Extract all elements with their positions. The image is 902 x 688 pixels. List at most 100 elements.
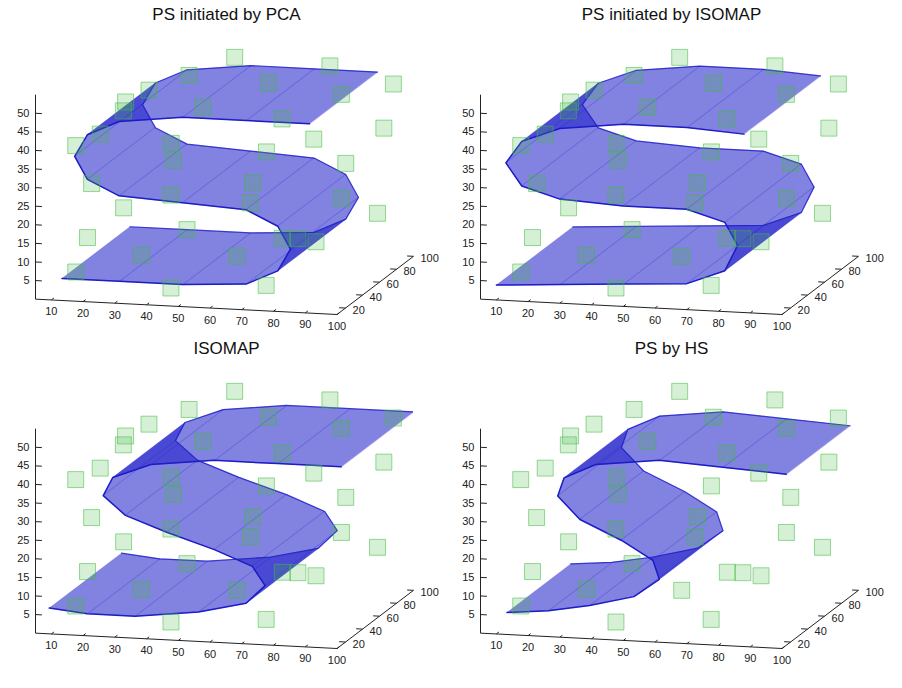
svg-text:20: 20	[797, 304, 809, 316]
svg-text:20: 20	[462, 218, 474, 230]
svg-text:30: 30	[553, 643, 565, 655]
svg-text:10: 10	[490, 639, 502, 651]
svg-text:80: 80	[848, 265, 860, 277]
svg-text:35: 35	[462, 163, 474, 175]
svg-text:70: 70	[680, 315, 692, 327]
svg-text:60: 60	[386, 612, 398, 624]
svg-text:10: 10	[17, 589, 29, 601]
svg-text:5: 5	[23, 608, 29, 620]
svg-text:80: 80	[848, 599, 860, 611]
svg-text:70: 70	[680, 649, 692, 661]
svg-text:10: 10	[17, 255, 29, 267]
svg-text:35: 35	[462, 497, 474, 509]
svg-text:20: 20	[76, 307, 88, 319]
svg-text:40: 40	[462, 144, 474, 156]
svg-text:30: 30	[17, 181, 29, 193]
svg-text:40: 40	[369, 291, 381, 303]
svg-text:90: 90	[299, 318, 311, 330]
svg-text:80: 80	[712, 651, 724, 663]
svg-text:30: 30	[108, 309, 120, 321]
svg-text:20: 20	[17, 552, 29, 564]
svg-text:50: 50	[17, 107, 29, 119]
svg-text:80: 80	[403, 265, 415, 277]
svg-text:20: 20	[521, 307, 533, 319]
svg-text:100: 100	[420, 586, 438, 598]
svg-text:60: 60	[648, 314, 660, 326]
svg-text:60: 60	[831, 612, 843, 624]
svg-text:100: 100	[327, 654, 345, 666]
svg-text:50: 50	[617, 646, 629, 658]
svg-text:5: 5	[468, 608, 474, 620]
svg-text:30: 30	[108, 643, 120, 655]
svg-text:40: 40	[585, 644, 597, 656]
svg-text:100: 100	[772, 654, 790, 666]
svg-text:60: 60	[203, 648, 215, 660]
svg-text:100: 100	[772, 320, 790, 332]
svg-text:80: 80	[403, 599, 415, 611]
svg-text:70: 70	[235, 649, 247, 661]
svg-text:30: 30	[17, 515, 29, 527]
svg-text:40: 40	[814, 625, 826, 637]
svg-text:15: 15	[17, 237, 29, 249]
svg-text:25: 25	[17, 200, 29, 212]
svg-text:100: 100	[327, 320, 345, 332]
svg-text:60: 60	[831, 278, 843, 290]
svg-text:90: 90	[744, 652, 756, 664]
svg-text:50: 50	[462, 107, 474, 119]
svg-text:90: 90	[299, 652, 311, 664]
svg-text:15: 15	[462, 571, 474, 583]
svg-text:40: 40	[585, 310, 597, 322]
svg-text:80: 80	[712, 317, 724, 329]
svg-text:50: 50	[172, 646, 184, 658]
svg-text:40: 40	[17, 478, 29, 490]
svg-text:10: 10	[45, 305, 57, 317]
svg-text:40: 40	[140, 310, 152, 322]
svg-text:80: 80	[267, 651, 279, 663]
svg-text:100: 100	[865, 252, 883, 264]
svg-text:100: 100	[865, 586, 883, 598]
svg-text:40: 40	[17, 144, 29, 156]
svg-text:15: 15	[17, 571, 29, 583]
svg-text:60: 60	[203, 314, 215, 326]
svg-text:25: 25	[17, 534, 29, 546]
svg-text:5: 5	[468, 274, 474, 286]
svg-text:20: 20	[797, 638, 809, 650]
svg-text:45: 45	[462, 459, 474, 471]
svg-text:20: 20	[76, 641, 88, 653]
svg-text:25: 25	[462, 534, 474, 546]
svg-text:30: 30	[553, 309, 565, 321]
svg-text:40: 40	[140, 644, 152, 656]
svg-text:5: 5	[23, 274, 29, 286]
svg-text:90: 90	[744, 318, 756, 330]
svg-text:45: 45	[17, 459, 29, 471]
svg-text:35: 35	[17, 163, 29, 175]
svg-text:45: 45	[462, 125, 474, 137]
svg-text:20: 20	[17, 218, 29, 230]
svg-text:40: 40	[814, 291, 826, 303]
svg-text:60: 60	[648, 648, 660, 660]
svg-text:50: 50	[617, 312, 629, 324]
svg-text:50: 50	[172, 312, 184, 324]
svg-text:50: 50	[462, 441, 474, 453]
svg-text:25: 25	[462, 200, 474, 212]
svg-text:10: 10	[45, 639, 57, 651]
svg-text:20: 20	[352, 304, 364, 316]
svg-text:30: 30	[462, 515, 474, 527]
svg-text:45: 45	[17, 125, 29, 137]
svg-text:20: 20	[462, 552, 474, 564]
svg-text:10: 10	[462, 255, 474, 267]
svg-text:10: 10	[462, 589, 474, 601]
svg-text:35: 35	[17, 497, 29, 509]
svg-text:70: 70	[235, 315, 247, 327]
svg-text:100: 100	[420, 252, 438, 264]
svg-text:15: 15	[462, 237, 474, 249]
svg-text:20: 20	[352, 638, 364, 650]
svg-text:50: 50	[17, 441, 29, 453]
svg-text:20: 20	[521, 641, 533, 653]
svg-text:10: 10	[490, 305, 502, 317]
svg-text:40: 40	[462, 478, 474, 490]
svg-text:30: 30	[462, 181, 474, 193]
svg-text:40: 40	[369, 625, 381, 637]
svg-text:80: 80	[267, 317, 279, 329]
svg-text:60: 60	[386, 278, 398, 290]
